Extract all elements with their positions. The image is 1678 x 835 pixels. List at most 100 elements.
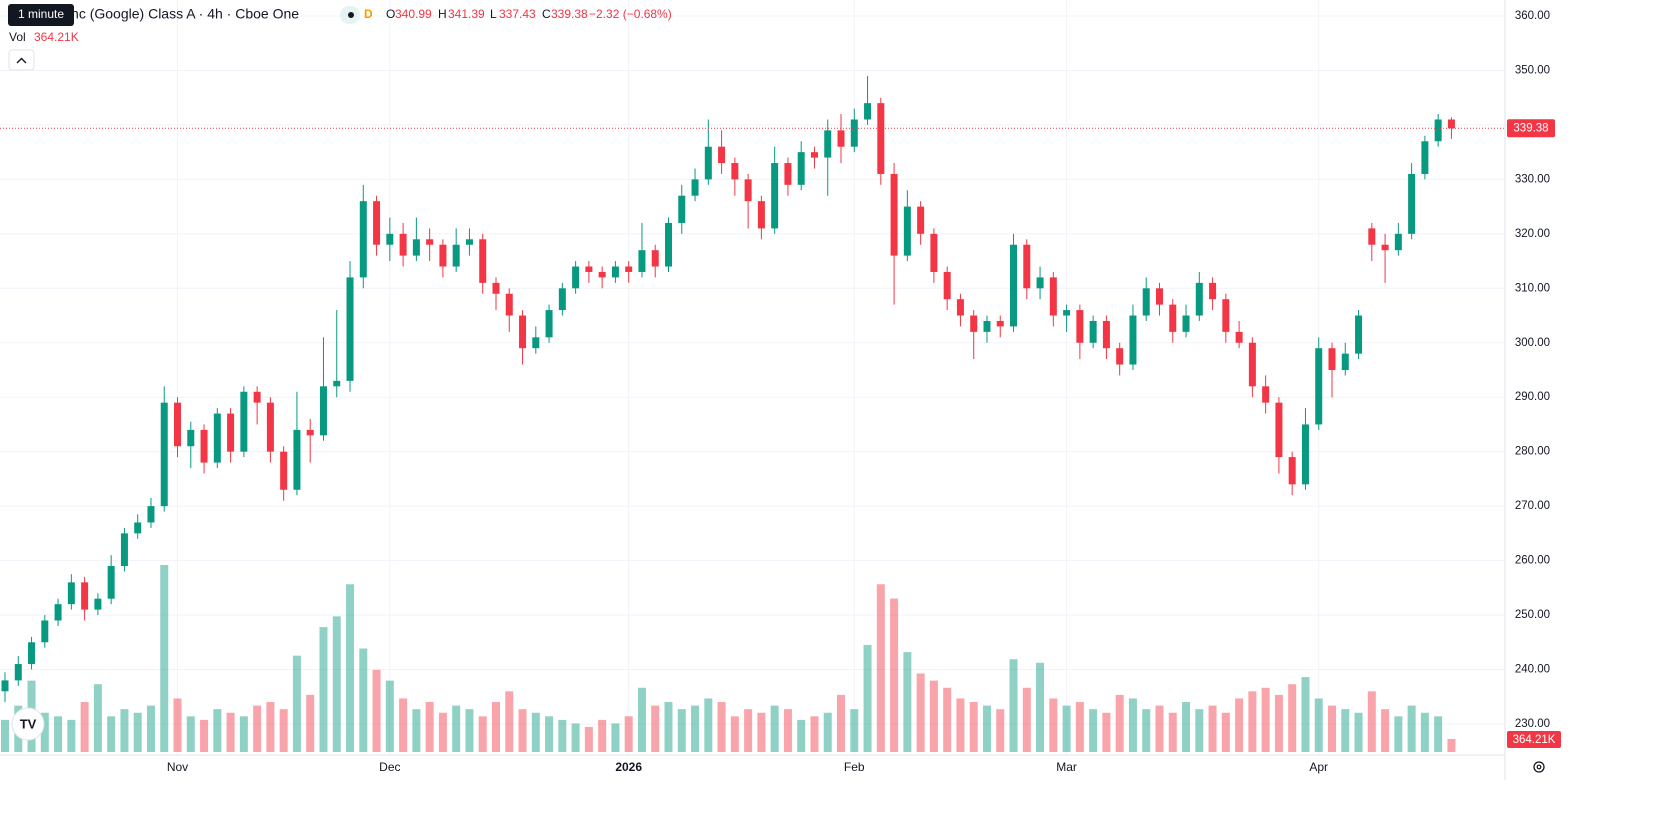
candle-body — [585, 266, 593, 272]
candle-body — [943, 271, 951, 300]
volume-bar — [1142, 709, 1151, 752]
candle-body — [81, 582, 89, 610]
status-dot — [348, 12, 354, 18]
candle-body — [691, 179, 699, 196]
volume-bar — [531, 712, 540, 752]
candle-body — [94, 598, 102, 610]
volume-label: Vol — [9, 30, 26, 44]
candle-body — [744, 179, 752, 202]
logo[interactable] — [11, 707, 45, 741]
candle-body — [1089, 320, 1097, 343]
ohlc-letter: C — [542, 7, 551, 21]
volume-bar — [146, 705, 155, 752]
candle-body — [837, 130, 845, 147]
candle-body — [1142, 288, 1150, 316]
x-tick-label: Apr — [1309, 760, 1328, 774]
candle-body — [1381, 244, 1389, 251]
volume-bar — [691, 705, 700, 752]
candle-body — [306, 429, 314, 436]
interval-badge: D — [364, 7, 373, 21]
volume-bar — [810, 716, 819, 752]
volume-bar — [996, 709, 1005, 752]
volume-bar — [664, 702, 673, 752]
candle-body — [1275, 402, 1283, 458]
candle-body — [67, 582, 75, 605]
candle-body — [120, 533, 128, 567]
candle-body — [850, 119, 858, 147]
axes: 230.00 240.00 250.00 260.00 270.00 280.00 290.… — [0, 10, 1561, 774]
candle-body — [771, 163, 779, 229]
volume-bar — [837, 694, 846, 752]
volume-bar — [1155, 705, 1164, 752]
candle-body — [1341, 353, 1349, 370]
volume-bar — [1235, 698, 1244, 752]
candle-body — [824, 130, 832, 158]
candle-body — [625, 266, 633, 272]
volume-bar — [1168, 712, 1177, 752]
candle-body — [996, 320, 1004, 327]
candle-body — [1355, 315, 1363, 354]
candle-body — [1195, 282, 1203, 316]
volume-bar — [292, 655, 301, 752]
y-tick-label: 350.00 — [1515, 64, 1550, 76]
volume-bar — [120, 709, 129, 752]
volume-axis-label: 364.21K — [1513, 734, 1556, 746]
collapse-button[interactable] — [8, 49, 35, 71]
volume-bar — [107, 716, 116, 752]
volume-bar — [1248, 691, 1257, 752]
candle-body — [532, 337, 540, 349]
candle-body — [174, 402, 182, 447]
volume-bar — [1182, 702, 1191, 752]
candle-body — [731, 163, 739, 180]
candle-body — [465, 239, 473, 245]
volume-bar — [717, 702, 726, 752]
ohlc-value: 341.39 — [448, 7, 485, 21]
candle-body — [784, 163, 792, 185]
tooltip-box — [8, 4, 74, 26]
candle-body — [505, 293, 513, 316]
volume-bar — [677, 709, 686, 752]
volume-bar — [1221, 712, 1230, 752]
candle-body — [890, 173, 898, 256]
candle-body — [479, 239, 487, 283]
settings-icon[interactable] — [1533, 761, 1545, 773]
candle-body — [1010, 244, 1018, 327]
y-tick-label: 320.00 — [1515, 228, 1550, 240]
volume-bar — [465, 709, 474, 752]
candle-body — [187, 429, 195, 447]
candle-body — [651, 250, 659, 267]
volume-bar — [372, 669, 381, 752]
ohlc-letter: O — [386, 7, 395, 21]
candle-body — [253, 391, 261, 403]
volume-bar — [1434, 716, 1443, 752]
candle-body — [1209, 282, 1217, 300]
candle-body — [1394, 233, 1402, 251]
volume-bar — [1036, 662, 1045, 752]
volume-bar — [1195, 709, 1204, 752]
volume-bar — [624, 716, 633, 752]
ohlc-value: 339.38 — [551, 7, 588, 21]
change-value: −2.32 (−0.68%) — [589, 7, 672, 21]
volume-bar — [160, 565, 169, 752]
candle-body — [373, 201, 381, 245]
candle-body — [319, 386, 327, 436]
volume-bar — [438, 712, 447, 752]
volume-bar — [1341, 709, 1350, 752]
volume-bar — [1274, 694, 1283, 752]
volume-bar — [412, 709, 421, 752]
x-tick-label: Mar — [1056, 760, 1077, 774]
candle-body — [1182, 315, 1190, 332]
x-tick-label: Dec — [379, 760, 400, 774]
volume-bar — [1089, 709, 1098, 752]
candle-body — [665, 222, 672, 267]
candle-body — [147, 506, 155, 523]
candle-body — [107, 566, 115, 599]
volume-bar — [1009, 659, 1018, 752]
candle-body — [1288, 457, 1296, 485]
volume-bar — [823, 712, 832, 752]
volume-bar — [1022, 687, 1031, 752]
y-tick-label: 280.00 — [1515, 446, 1550, 458]
candle-body — [956, 299, 964, 316]
ohlc-letter: H — [438, 7, 447, 21]
